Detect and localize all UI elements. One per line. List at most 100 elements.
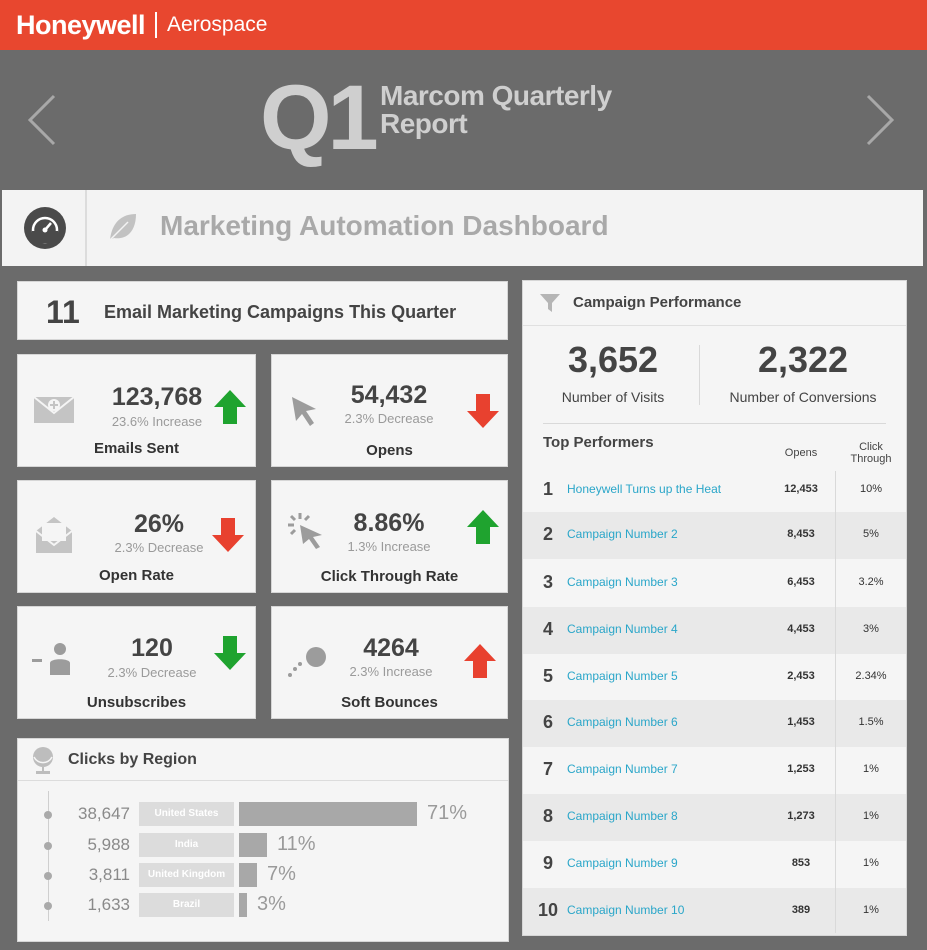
performer-row: 7 Campaign Number 7 1,253 1% bbox=[523, 747, 906, 794]
bullet-dot bbox=[44, 902, 52, 910]
region-bar bbox=[239, 863, 257, 887]
arrow-down-icon bbox=[466, 393, 500, 429]
regions-header: Clicks by Region bbox=[18, 739, 508, 781]
metric-name: Open Rate bbox=[98, 567, 174, 584]
region-percent: 7% bbox=[267, 863, 296, 885]
chevron-left-icon[interactable] bbox=[26, 90, 66, 150]
region-percent: 71% bbox=[427, 802, 468, 824]
metric-value: 26% bbox=[133, 510, 185, 538]
performer-click-through: 10% bbox=[859, 483, 883, 495]
performer-click-through: 5% bbox=[863, 528, 879, 540]
campaign-link[interactable]: Campaign Number 8 bbox=[567, 809, 678, 823]
arrow-down-icon bbox=[211, 517, 245, 553]
performer-opens: 1,453 bbox=[787, 716, 815, 728]
quarter-label: Q1 bbox=[260, 67, 379, 169]
campaign-link[interactable]: Campaign Number 2 bbox=[567, 527, 678, 541]
dashboard-title: Marketing Automation Dashboard bbox=[160, 210, 609, 241]
performer-rank: 4 bbox=[542, 619, 553, 639]
performer-rank: 5 bbox=[542, 666, 553, 686]
column-header-click-through: Click Through bbox=[841, 441, 901, 465]
top-performers-title: Top Performers bbox=[543, 434, 654, 451]
region-clicks: 5,988 bbox=[87, 835, 130, 854]
performer-click-through: 2.34% bbox=[855, 670, 887, 682]
brand-bar: Honeywell Aerospace bbox=[0, 0, 927, 50]
performer-click-through: 1% bbox=[863, 857, 879, 869]
region-percent: 3% bbox=[257, 893, 286, 915]
performer-row: 1 Honeywell Turns up the Heat 12,453 10% bbox=[523, 467, 906, 514]
performance-title: Campaign Performance bbox=[573, 294, 742, 311]
column-divider bbox=[835, 471, 836, 933]
region-name: United States bbox=[139, 802, 234, 826]
metric-card-opens: 54,432 2.3% Decrease Opens bbox=[271, 354, 508, 467]
column-header-click: Click bbox=[859, 441, 883, 453]
metric-value: 8.86% bbox=[353, 509, 425, 537]
performer-row: 5 Campaign Number 5 2,453 2.34% bbox=[523, 654, 906, 701]
conversions-stat: 2,322 Number of Conversions bbox=[713, 339, 893, 405]
region-row: 3,811 United Kingdom 7% bbox=[18, 863, 508, 889]
region-row: 38,647 United States 71% bbox=[18, 802, 508, 828]
conversions-value: 2,322 bbox=[757, 339, 849, 380]
bullet-dot bbox=[44, 842, 52, 850]
metric-value: 54,432 bbox=[350, 381, 428, 409]
performer-rank: 1 bbox=[542, 479, 553, 499]
bullet-dot bbox=[44, 811, 52, 819]
campaign-link[interactable]: Campaign Number 4 bbox=[567, 622, 678, 636]
performance-header: Campaign Performance bbox=[523, 281, 906, 326]
leaf-icon bbox=[106, 210, 140, 244]
region-row: 1,633 Brazil 3% bbox=[18, 893, 508, 919]
performer-row: 8 Campaign Number 8 1,273 1% bbox=[523, 794, 906, 841]
region-bar bbox=[239, 833, 267, 857]
metric-change: 2.3% Decrease bbox=[114, 540, 204, 555]
region-bar bbox=[239, 893, 247, 917]
campaign-link[interactable]: Campaign Number 5 bbox=[567, 669, 678, 683]
brand-divider bbox=[155, 12, 158, 38]
stat-divider bbox=[699, 345, 700, 405]
brand-logo: Honeywell bbox=[16, 9, 146, 40]
envelope-icon bbox=[32, 389, 76, 429]
timeline-line bbox=[48, 791, 49, 921]
performer-rank: 9 bbox=[542, 853, 553, 873]
column-header-opens: Opens bbox=[784, 447, 818, 459]
performer-opens: 853 bbox=[791, 857, 811, 869]
cursor-icon bbox=[288, 393, 332, 433]
campaign-link[interactable]: Campaign Number 3 bbox=[567, 575, 678, 589]
performer-opens: 8,453 bbox=[787, 528, 815, 540]
metric-change: 2.3% Decrease bbox=[344, 411, 434, 426]
visits-value: 3,652 bbox=[567, 339, 659, 380]
click-icon bbox=[286, 511, 330, 551]
performer-click-through: 3% bbox=[863, 623, 879, 635]
metric-card-soft-bounces: 4264 2.3% Increase Soft Bounces bbox=[271, 606, 508, 719]
arrow-down-icon bbox=[213, 635, 247, 671]
region-clicks: 1,633 bbox=[87, 895, 130, 914]
performer-opens: 4,453 bbox=[787, 623, 815, 635]
performer-click-through: 1% bbox=[863, 904, 879, 916]
campaign-link[interactable]: Campaign Number 7 bbox=[567, 762, 678, 776]
performer-rank: 10 bbox=[537, 900, 559, 920]
region-name: India bbox=[139, 833, 234, 857]
campaign-count-label: Email Marketing Campaigns This Quarter bbox=[104, 302, 457, 322]
performer-rank: 7 bbox=[542, 759, 553, 779]
header-divider bbox=[85, 190, 87, 266]
region-name: United Kingdom bbox=[139, 863, 234, 887]
metric-change: 23.6% Increase bbox=[111, 414, 203, 429]
performer-opens: 2,453 bbox=[787, 670, 815, 682]
campaign-count: 11 bbox=[46, 294, 80, 330]
metric-name: Unsubscribes bbox=[86, 694, 187, 711]
open-envelope-icon bbox=[32, 515, 76, 555]
brand-division: Aerospace bbox=[167, 13, 268, 36]
metric-change: 1.3% Increase bbox=[347, 539, 431, 554]
campaign-link[interactable]: Campaign Number 6 bbox=[567, 715, 678, 729]
bounce-icon bbox=[286, 643, 330, 683]
performer-row: 3 Campaign Number 3 6,453 3.2% bbox=[523, 560, 906, 607]
campaign-link[interactable]: Campaign Number 9 bbox=[567, 856, 678, 870]
campaign-link[interactable]: Honeywell Turns up the Heat bbox=[567, 482, 722, 496]
metric-change: 2.3% Increase bbox=[349, 664, 433, 679]
metric-value: 120 bbox=[131, 634, 173, 662]
performer-opens: 1,273 bbox=[787, 810, 815, 822]
campaign-link[interactable]: Campaign Number 10 bbox=[567, 903, 685, 917]
performer-click-through: 1% bbox=[863, 763, 879, 775]
arrow-up-icon bbox=[463, 643, 497, 679]
chevron-right-icon[interactable] bbox=[860, 90, 900, 150]
performer-rank: 3 bbox=[542, 572, 553, 592]
performer-opens: 12,453 bbox=[784, 483, 818, 495]
